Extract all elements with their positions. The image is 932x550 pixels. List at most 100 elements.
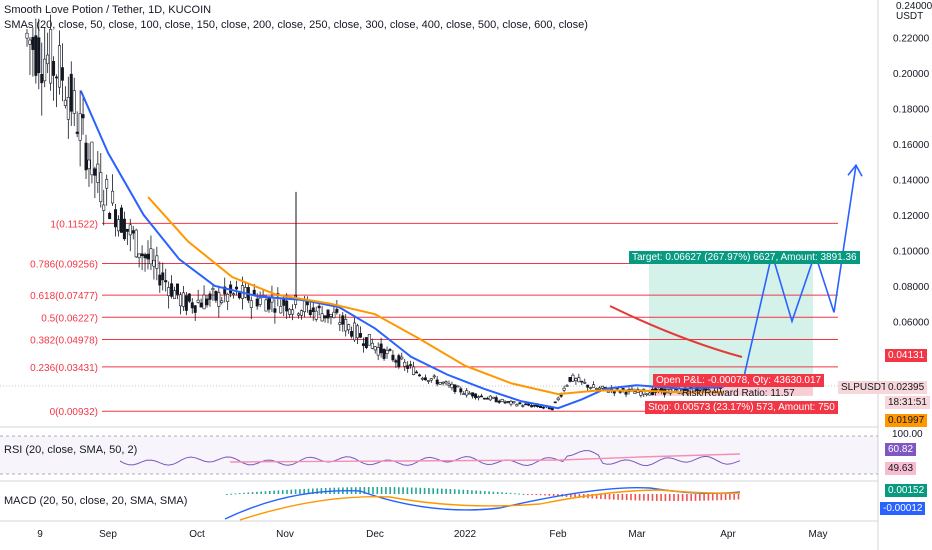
macd-histogram-bar <box>600 494 602 500</box>
macd-histogram-bar <box>716 494 718 501</box>
candle-body <box>296 313 300 316</box>
candle-body <box>447 383 451 386</box>
time-tick-label: Nov <box>276 529 294 540</box>
candle-body <box>485 397 489 400</box>
macd-histogram-bar <box>299 489 301 494</box>
candle-body <box>102 204 106 211</box>
macd-histogram-bar <box>385 487 387 494</box>
target-zone[interactable] <box>649 257 813 387</box>
sma-legend[interactable]: SMAs (20, close, 50, close, 100, close, … <box>4 19 588 31</box>
countdown-badge: 18:31:51 <box>885 396 930 409</box>
candle-body <box>323 315 327 319</box>
candle-body <box>580 380 584 383</box>
macd-histogram-bar <box>643 494 645 501</box>
candle-body <box>279 306 283 314</box>
candle-body <box>105 179 109 189</box>
candle-body <box>497 400 501 403</box>
macd-histogram-bar <box>724 494 727 501</box>
macd-histogram-bar <box>402 487 404 494</box>
macd-value-badge: 0.00152 <box>885 484 928 497</box>
candle-body <box>63 99 67 106</box>
candle-body <box>438 382 442 385</box>
candle-body <box>308 309 312 315</box>
currency-label[interactable]: USDT <box>896 11 924 22</box>
candle-body <box>57 45 61 88</box>
projection-path[interactable] <box>741 165 857 386</box>
macd-histogram-bar <box>686 494 688 501</box>
candle-body <box>406 365 410 369</box>
stop-label[interactable]: Stop: 0.00573 (23.17%) 573, Amount: 750 <box>645 401 838 414</box>
sma-20-line[interactable] <box>79 90 724 410</box>
macd-histogram-bar <box>294 489 297 494</box>
candle-body <box>397 355 401 368</box>
candle-body <box>459 388 463 393</box>
macd-histogram-bar <box>677 494 680 501</box>
candle-body <box>184 295 188 311</box>
candle-body <box>645 393 649 396</box>
candle-body <box>373 346 377 351</box>
candle-body <box>530 405 534 408</box>
candle-body <box>167 287 171 296</box>
time-tick-label: 9 <box>37 529 43 540</box>
candle-body <box>367 334 371 346</box>
macd-histogram-bar <box>484 491 486 494</box>
sma-long-line[interactable] <box>609 305 743 358</box>
macd-histogram-bar <box>531 494 533 495</box>
candle-body <box>128 224 132 236</box>
candle-body <box>122 218 126 240</box>
macd-histogram-bar <box>367 487 370 494</box>
target-label[interactable]: Target: 0.06627 (267.97%) 6627, Amount: … <box>629 251 860 264</box>
candle-body <box>456 385 460 388</box>
stop-zone[interactable] <box>649 386 813 396</box>
candle-body <box>25 32 29 39</box>
candle-body <box>326 309 330 319</box>
rsi-value-badge: 60.82 <box>885 443 917 456</box>
macd-histogram-bar <box>625 494 628 501</box>
macd-histogram-bar <box>281 490 284 494</box>
macd-histogram-bar <box>660 494 662 501</box>
candle-body <box>134 229 138 258</box>
candle-body <box>96 163 100 183</box>
candle-body <box>379 343 383 354</box>
candle-body <box>565 385 569 387</box>
macd-histogram-bar <box>565 494 568 497</box>
macd-legend[interactable]: MACD (20, 50, close, 20, SMA, SMA) <box>4 495 188 507</box>
time-tick-label: Oct <box>189 529 205 540</box>
macd-histogram-bar <box>226 494 228 495</box>
macd-signal-line[interactable] <box>239 489 741 521</box>
rsi-line[interactable] <box>119 449 741 467</box>
price-axis-top-label: 0.24000 <box>896 1 932 12</box>
candle-body <box>494 397 498 403</box>
candle-body <box>40 73 44 84</box>
sma-50-line[interactable] <box>147 196 724 396</box>
macd-histogram-bar <box>445 488 447 494</box>
candle-body <box>388 349 392 351</box>
candle-body <box>479 395 483 398</box>
rsi-legend[interactable]: RSI (20, close, SMA, 50, 2) <box>4 444 138 456</box>
candle-body <box>356 325 360 339</box>
candle-body <box>400 356 404 360</box>
macd-histogram-bar <box>458 489 460 494</box>
candle-body <box>143 254 147 259</box>
macd-histogram-bar <box>638 494 641 501</box>
candle-body <box>426 380 430 382</box>
candle-body <box>291 309 295 315</box>
macd-histogram-bar <box>595 494 598 499</box>
candle-body <box>592 384 596 388</box>
candle-body <box>391 354 395 361</box>
candle-body <box>72 90 76 114</box>
macd-histogram-bar <box>694 494 697 501</box>
candle-body <box>376 347 380 356</box>
macd-histogram-bar <box>690 494 692 501</box>
candle-body <box>553 401 557 404</box>
pnl-label[interactable]: Open P&L: -0.00078, Qty: 43630.017 <box>653 374 825 387</box>
time-tick-label: Apr <box>720 529 736 540</box>
symbol-badge[interactable]: SLPUSDT <box>838 381 891 394</box>
rsi-sma-line[interactable] <box>229 453 741 463</box>
candle-body <box>211 288 215 291</box>
risk-reward-label: Risk/Reward Ratio: 11.57 <box>682 388 795 399</box>
candle-body <box>31 36 35 50</box>
orange-level-badge: 0.01997 <box>885 414 928 427</box>
price-tick-label: 0.12000 <box>893 211 930 222</box>
